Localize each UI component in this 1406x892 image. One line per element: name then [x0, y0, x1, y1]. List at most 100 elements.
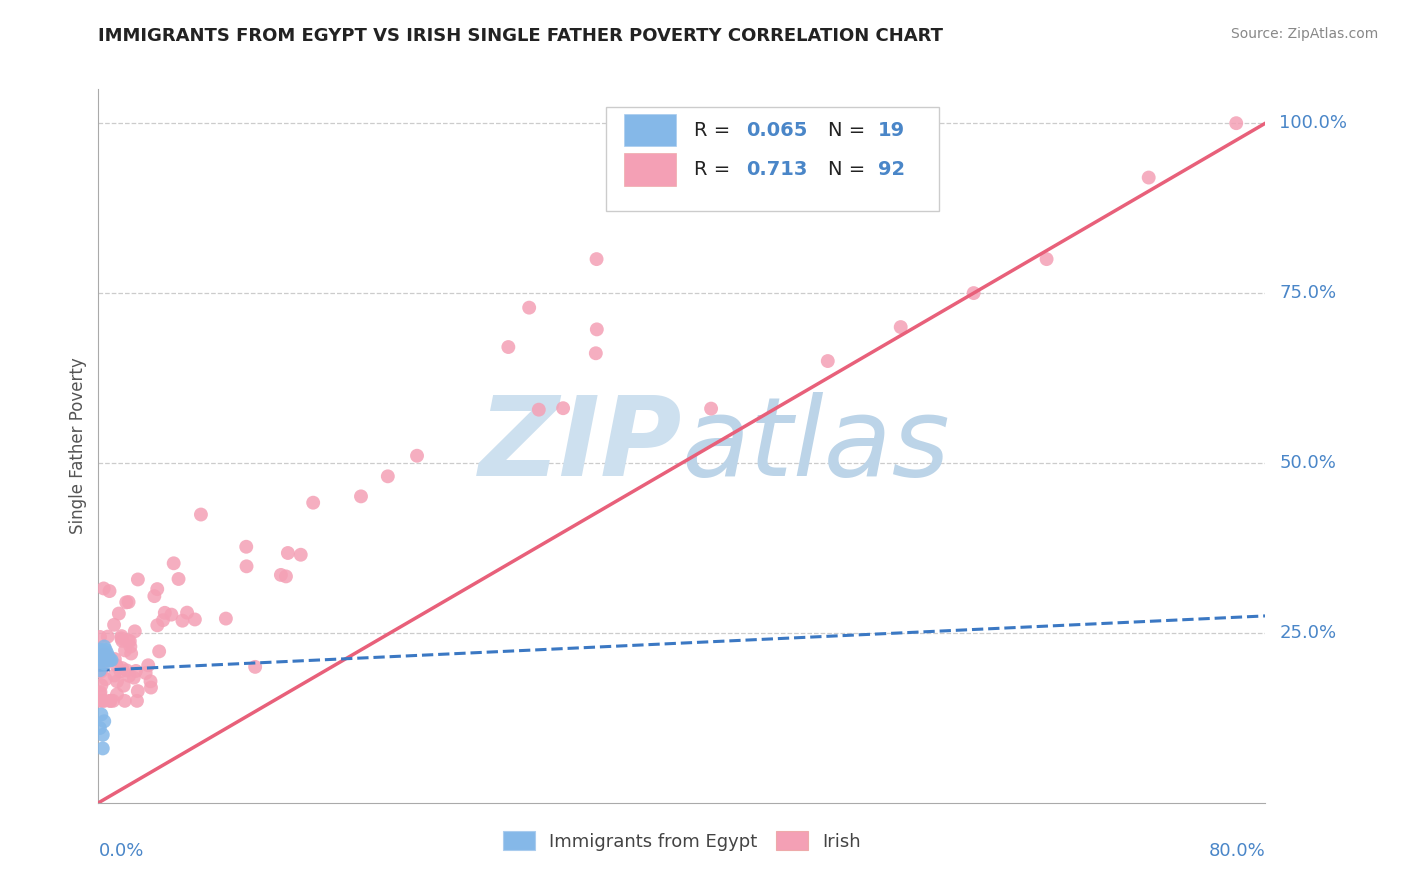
- Point: [148, 644, 170, 658]
- Point: [190, 508, 212, 522]
- Point: [89, 721, 111, 735]
- Point: [90, 663, 112, 677]
- Text: atlas: atlas: [682, 392, 950, 500]
- Text: 19: 19: [877, 121, 905, 140]
- Point: [890, 320, 912, 334]
- Point: [105, 674, 128, 689]
- Point: [122, 671, 145, 685]
- Point: [553, 401, 575, 416]
- Point: [585, 346, 607, 360]
- Text: 92: 92: [877, 161, 905, 179]
- Point: [111, 661, 134, 675]
- Point: [97, 630, 120, 644]
- Point: [118, 634, 141, 648]
- Point: [125, 664, 148, 678]
- Text: 50.0%: 50.0%: [1279, 454, 1336, 472]
- Point: [117, 595, 139, 609]
- Point: [117, 633, 139, 648]
- Point: [235, 540, 257, 554]
- Point: [585, 252, 607, 266]
- Point: [160, 607, 183, 622]
- Point: [91, 694, 114, 708]
- Point: [91, 728, 114, 742]
- Text: 0.065: 0.065: [747, 121, 807, 140]
- Point: [98, 584, 121, 599]
- Point: [90, 649, 112, 664]
- Point: [98, 694, 121, 708]
- Point: [90, 665, 112, 679]
- Point: [101, 694, 124, 708]
- Point: [98, 653, 121, 667]
- Point: [139, 681, 162, 695]
- Point: [90, 678, 112, 692]
- Point: [527, 402, 550, 417]
- Point: [274, 569, 297, 583]
- Text: IMMIGRANTS FROM EGYPT VS IRISH SINGLE FATHER POVERTY CORRELATION CHART: IMMIGRANTS FROM EGYPT VS IRISH SINGLE FA…: [98, 27, 943, 45]
- Point: [91, 652, 114, 666]
- Point: [146, 618, 169, 632]
- Point: [89, 685, 111, 699]
- Point: [153, 606, 176, 620]
- Text: R =: R =: [693, 121, 737, 140]
- Text: 80.0%: 80.0%: [1209, 842, 1265, 860]
- Point: [115, 664, 138, 678]
- Point: [120, 640, 142, 654]
- Point: [90, 643, 112, 657]
- Point: [127, 684, 149, 698]
- Point: [517, 301, 540, 315]
- Point: [94, 672, 117, 686]
- Point: [115, 595, 138, 609]
- Point: [152, 613, 174, 627]
- Point: [93, 694, 115, 708]
- Point: [91, 646, 114, 660]
- Point: [89, 694, 111, 708]
- Point: [124, 624, 146, 639]
- Point: [184, 612, 207, 626]
- Point: [93, 657, 115, 671]
- Point: [108, 607, 131, 621]
- FancyBboxPatch shape: [606, 107, 939, 211]
- Point: [94, 643, 117, 657]
- Point: [104, 652, 127, 666]
- Point: [700, 401, 723, 416]
- Point: [243, 660, 266, 674]
- Point: [94, 649, 117, 664]
- Point: [962, 286, 984, 301]
- FancyBboxPatch shape: [624, 114, 676, 146]
- Point: [277, 546, 299, 560]
- Text: R =: R =: [693, 161, 737, 179]
- Text: 75.0%: 75.0%: [1279, 284, 1337, 302]
- Point: [120, 647, 142, 661]
- Point: [110, 665, 132, 679]
- Text: N =: N =: [828, 121, 872, 140]
- Point: [377, 469, 399, 483]
- Text: N =: N =: [828, 161, 872, 179]
- Point: [105, 658, 128, 673]
- Point: [1035, 252, 1057, 266]
- Point: [135, 665, 157, 680]
- Point: [172, 614, 194, 628]
- Point: [118, 669, 141, 683]
- Point: [112, 679, 135, 693]
- Point: [103, 617, 125, 632]
- Point: [125, 694, 148, 708]
- Point: [139, 674, 162, 689]
- Point: [97, 653, 120, 667]
- Point: [103, 668, 125, 682]
- Point: [235, 559, 257, 574]
- Text: 100.0%: 100.0%: [1279, 114, 1347, 132]
- Text: Source: ZipAtlas.com: Source: ZipAtlas.com: [1230, 27, 1378, 41]
- Point: [91, 741, 114, 756]
- Point: [111, 633, 134, 648]
- Text: ZIP: ZIP: [478, 392, 682, 500]
- Y-axis label: Single Father Poverty: Single Father Poverty: [69, 358, 87, 534]
- Point: [290, 548, 312, 562]
- Point: [114, 643, 136, 657]
- Point: [127, 573, 149, 587]
- Legend: Immigrants from Egypt, Irish: Immigrants from Egypt, Irish: [495, 824, 869, 858]
- Point: [143, 589, 166, 603]
- Point: [93, 640, 115, 654]
- Point: [167, 572, 190, 586]
- Text: 0.0%: 0.0%: [98, 842, 143, 860]
- Point: [96, 648, 118, 663]
